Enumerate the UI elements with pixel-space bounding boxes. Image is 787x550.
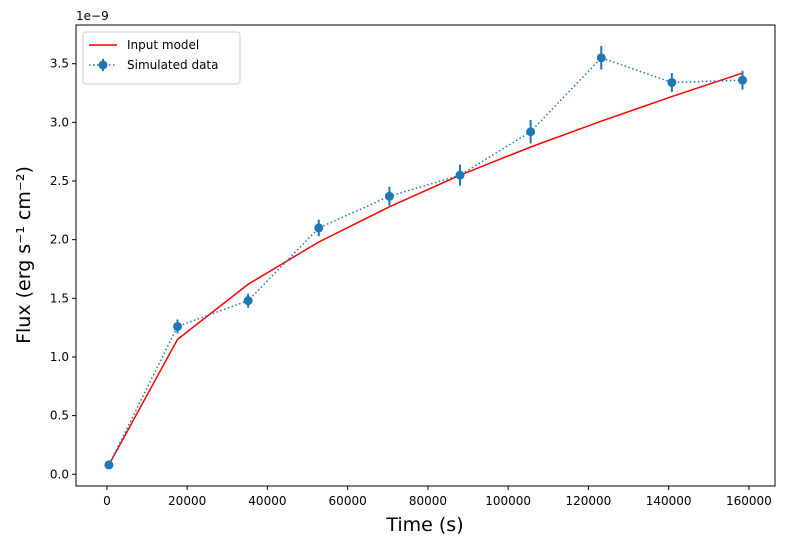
- y-tick-label: 1.0: [50, 350, 69, 364]
- data-point: [384, 191, 394, 201]
- y-tick-label: 2.5: [50, 174, 69, 188]
- x-tick-label: 100000: [485, 494, 531, 508]
- y-offset-label: 1e−9: [76, 9, 109, 23]
- x-tick-label: 20000: [168, 494, 206, 508]
- x-tick-label: 40000: [248, 494, 286, 508]
- data-point: [667, 77, 677, 87]
- data-point: [596, 53, 606, 63]
- data-point: [526, 127, 536, 137]
- x-tick-label: 120000: [566, 494, 612, 508]
- data-point: [173, 321, 183, 331]
- y-tick-label: 3.0: [50, 115, 69, 129]
- legend-marker: [98, 60, 108, 70]
- y-tick-label: 2.0: [50, 233, 69, 247]
- series-line: [108, 72, 743, 466]
- y-tick-label: 0.0: [50, 467, 69, 481]
- data-point: [243, 296, 253, 306]
- x-tick-label: 160000: [726, 494, 772, 508]
- data-point: [455, 170, 465, 180]
- data-point: [314, 223, 324, 233]
- series-line: [108, 56, 743, 466]
- x-tick-label: 80000: [409, 494, 447, 508]
- legend-box: [82, 31, 241, 85]
- data-point: [737, 75, 747, 85]
- x-axis-label: Time (s): [385, 514, 463, 536]
- data-point: [104, 460, 114, 470]
- x-tick-label: 140000: [646, 494, 692, 508]
- legend-label: Simulated data: [127, 58, 218, 72]
- x-tick-label: 60000: [329, 494, 367, 508]
- y-tick-label: 0.5: [50, 409, 69, 423]
- y-tick-label: 3.5: [50, 57, 69, 71]
- y-tick-label: 1.5: [50, 291, 69, 305]
- x-tick-label: 0: [103, 494, 111, 508]
- legend-label: Input model: [127, 38, 199, 52]
- plot-frame: [75, 24, 776, 487]
- y-axis-label: Flux (erg s⁻¹ cm⁻²): [13, 166, 35, 344]
